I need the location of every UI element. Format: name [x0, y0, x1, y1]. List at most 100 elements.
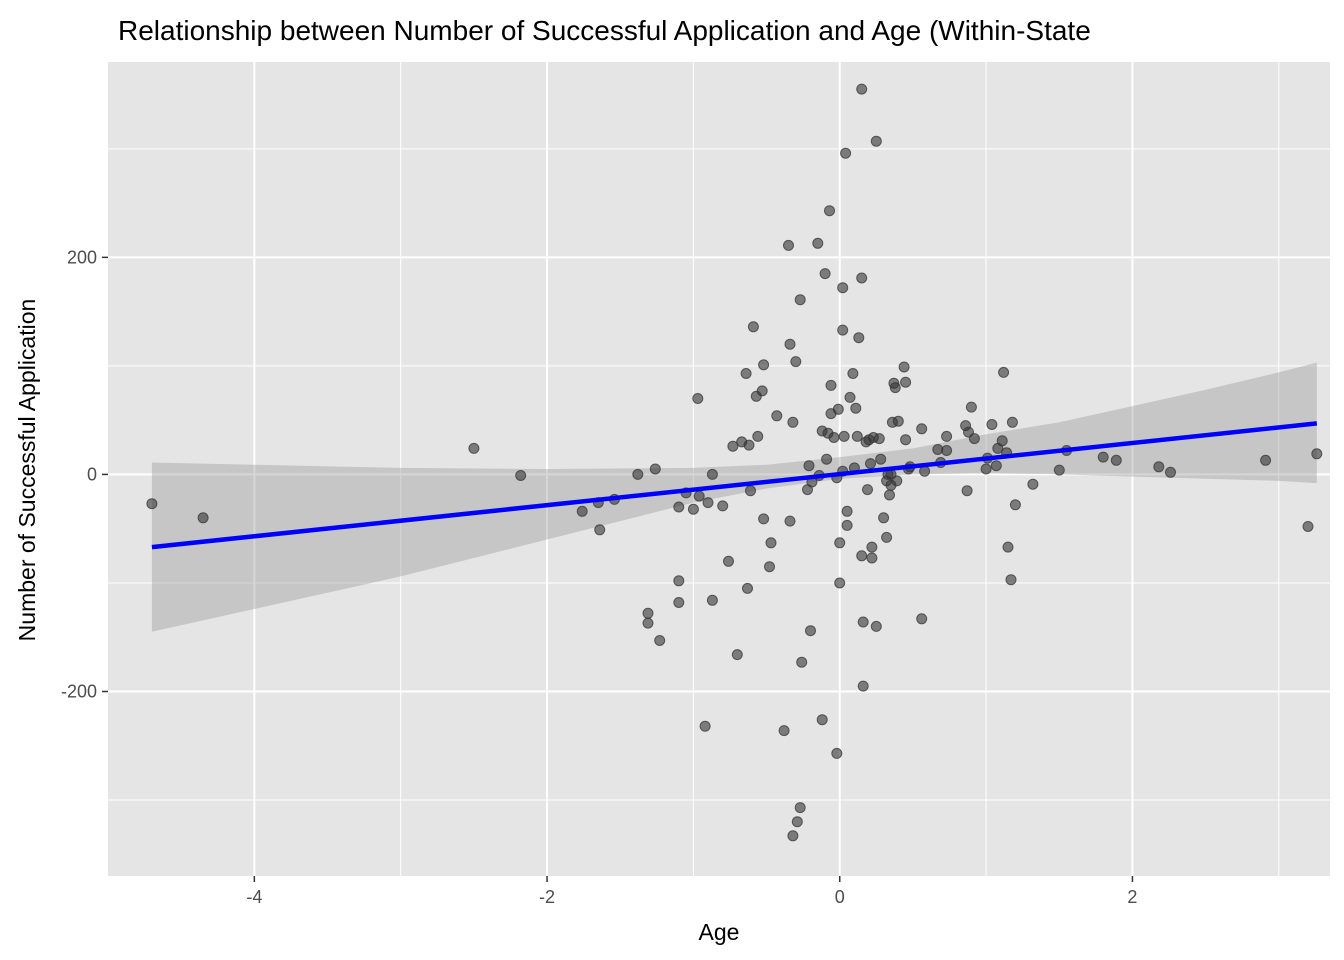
data-point: [764, 561, 775, 573]
data-point: [673, 501, 685, 513]
data-point: [865, 458, 876, 470]
data-point: [812, 237, 824, 249]
data-point: [900, 376, 912, 388]
data-point: [878, 512, 890, 524]
data-point: [838, 430, 850, 442]
data-point: [847, 368, 859, 379]
data-point: [916, 613, 928, 625]
data-point: [727, 440, 739, 452]
data-point: [856, 272, 868, 284]
data-point: [819, 268, 831, 280]
data-point: [841, 519, 853, 531]
data-point: [961, 485, 973, 497]
data-point: [1006, 416, 1018, 428]
data-point: [891, 475, 903, 487]
data-point: [654, 635, 666, 646]
data-point: [787, 416, 799, 428]
data-point: [1110, 454, 1122, 466]
data-point: [832, 403, 844, 415]
data-point: [146, 498, 158, 510]
data-point: [856, 83, 868, 95]
data-point: [990, 460, 1002, 472]
y-tick-label: 200: [67, 247, 97, 267]
data-point: [889, 382, 901, 394]
data-point: [1302, 521, 1314, 532]
data-point: [743, 439, 755, 451]
x-axis: -4 -2 0 2: [246, 876, 1137, 907]
data-point: [468, 442, 480, 454]
data-point: [794, 802, 806, 814]
data-point: [980, 463, 992, 475]
data-point: [892, 415, 904, 427]
data-point: [996, 435, 1008, 447]
x-tick-label: -4: [246, 887, 262, 907]
data-point: [742, 582, 753, 594]
x-tick-label: 2: [1127, 887, 1137, 907]
data-point: [870, 135, 882, 147]
data-point: [642, 617, 654, 629]
data-point: [805, 625, 816, 637]
data-point: [965, 401, 977, 413]
data-point: [642, 607, 654, 619]
data-point: [783, 239, 794, 251]
data-point: [632, 468, 644, 480]
data-point: [787, 830, 799, 842]
data-point: [702, 497, 714, 509]
data-point: [731, 649, 743, 661]
data-point: [649, 463, 661, 475]
data-point: [794, 294, 806, 306]
data-point: [717, 500, 729, 512]
data-point: [866, 541, 878, 553]
data-point: [706, 594, 718, 606]
data-point: [778, 725, 790, 737]
data-point: [986, 419, 998, 430]
data-point: [834, 537, 846, 549]
regression-line: [151, 421, 1318, 550]
data-point: [884, 489, 895, 501]
data-point: [706, 468, 718, 480]
plot-panel: [108, 62, 1330, 876]
data-point: [831, 747, 843, 759]
data-point: [856, 550, 868, 562]
data-point: [673, 597, 685, 608]
data-point: [857, 680, 869, 692]
confidence-band: [151, 362, 1317, 632]
data-point: [844, 391, 856, 403]
data-point: [850, 402, 862, 414]
data-point: [699, 720, 711, 732]
y-axis-title: Number of Successful Application: [14, 299, 40, 642]
data-point: [197, 512, 209, 524]
data-point: [824, 205, 835, 217]
data-point: [857, 616, 869, 628]
data-point: [758, 513, 770, 525]
data-point: [870, 620, 882, 632]
data-point: [866, 552, 878, 564]
data-point: [784, 515, 796, 527]
data-point: [745, 485, 756, 497]
data-point: [862, 484, 873, 496]
data-point: [784, 338, 796, 350]
data-point: [687, 503, 699, 515]
y-axis: -200 0 200: [61, 247, 108, 701]
x-tick-label: 0: [835, 887, 845, 907]
data-point: [821, 453, 833, 465]
data-point: [816, 714, 828, 726]
data-point: [576, 505, 588, 517]
data-point: [875, 453, 887, 465]
data-point: [803, 460, 815, 472]
data-point: [515, 470, 527, 481]
data-point: [834, 577, 846, 589]
data-point: [791, 816, 803, 828]
data-point: [1002, 541, 1014, 553]
data-points: [146, 83, 1323, 842]
data-point: [765, 537, 777, 549]
data-point: [693, 490, 705, 502]
data-point: [1005, 574, 1017, 586]
data-point: [941, 430, 953, 442]
data-point: [1009, 499, 1021, 511]
data-point: [747, 321, 759, 333]
data-point: [873, 433, 885, 445]
y-tick-label: -200: [61, 681, 97, 701]
x-axis-title: Age: [699, 919, 740, 945]
